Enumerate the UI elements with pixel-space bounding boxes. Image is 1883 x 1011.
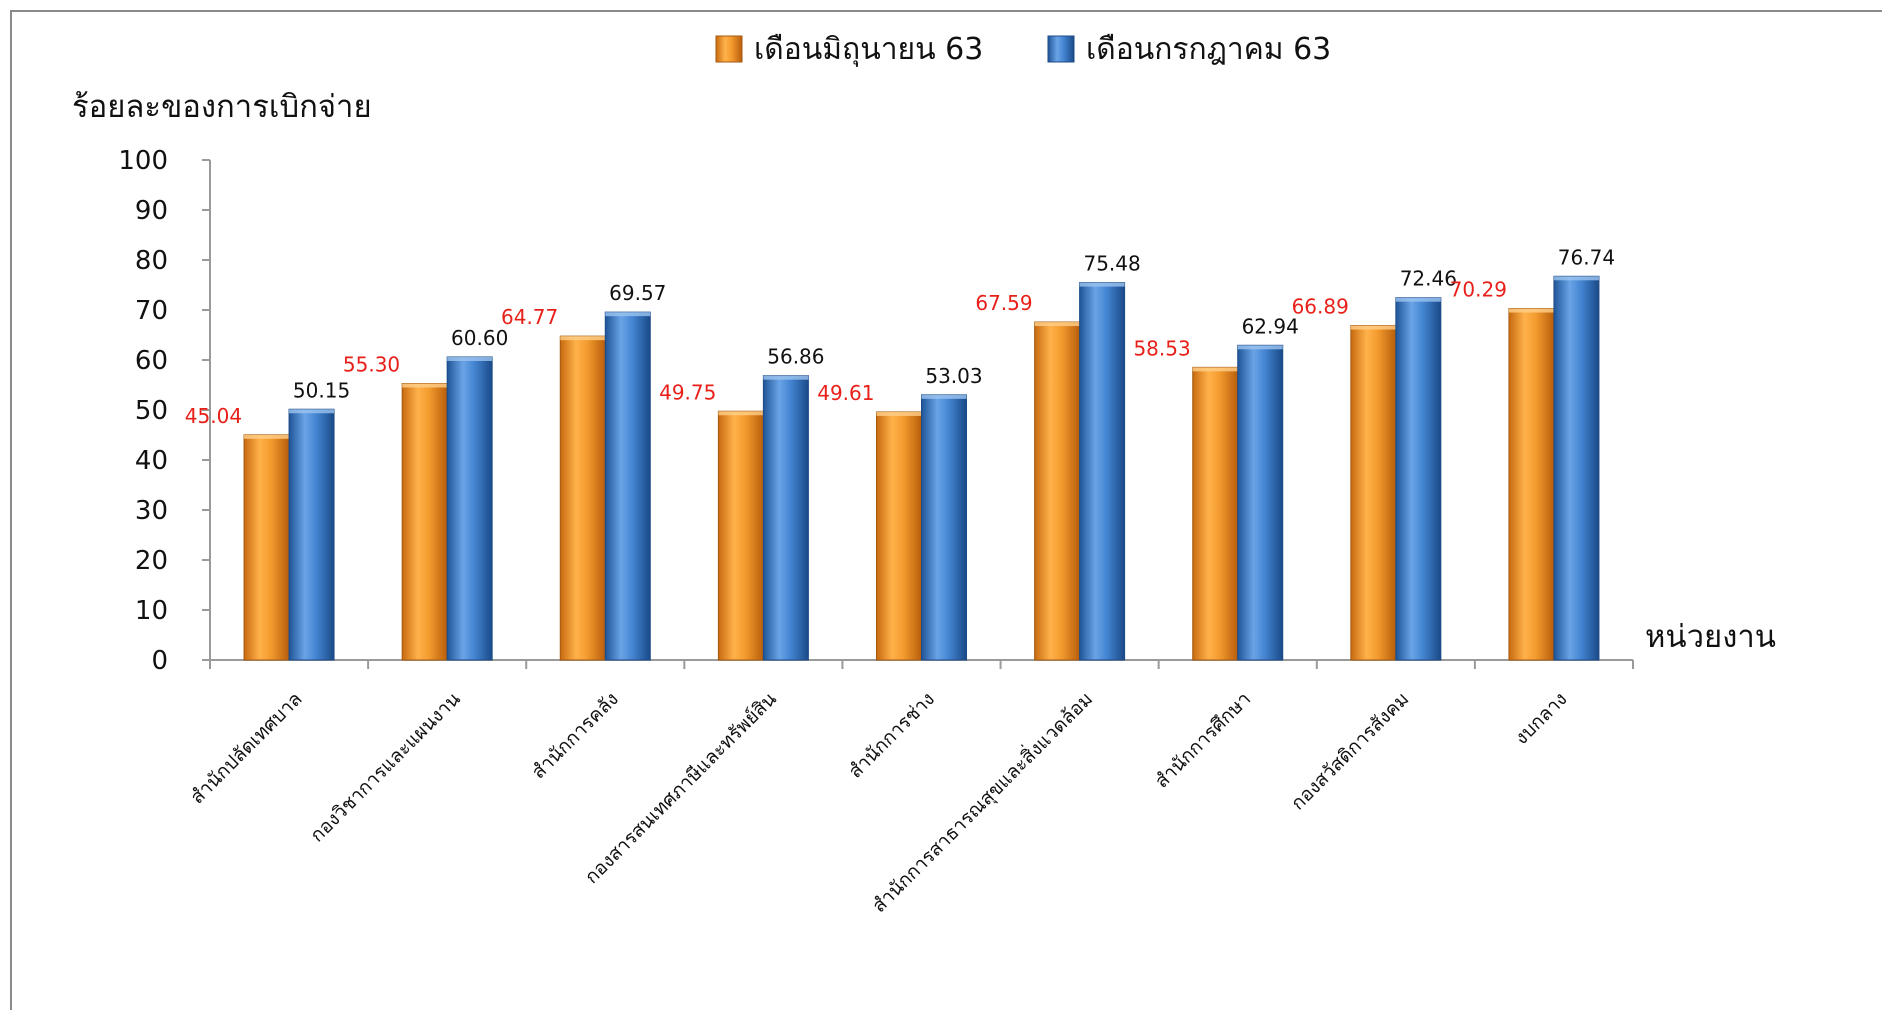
bars [243,275,1600,661]
legend-label-july: เดือนกรกฎาคม 63 [1086,32,1331,67]
bar-july-0 [288,408,335,661]
legend: เดือนมิถุนายน 63 เดือนกรกฎาคม 63 [715,32,1331,68]
value-label-june-3: 49.75 [659,380,716,404]
bar-cap [1079,282,1125,287]
value-label-june-2: 64.77 [501,305,558,329]
y-tick-label: 0 [151,646,168,676]
chart-frame [10,10,1882,1010]
bar-july-6 [1237,344,1284,661]
bar-june-5 [1034,321,1081,661]
value-label-july-8: 76.74 [1558,245,1615,269]
legend-label-june: เดือนมิถุนายน 63 [754,32,983,68]
bar-june-6 [1192,366,1239,661]
bar-july-3 [762,375,809,661]
value-label-july-7: 72.46 [1400,267,1457,291]
y-axis-title: ร้อยละของการเบิกจ่าย [72,89,372,125]
y-tick-label: 90 [135,196,168,226]
category-label-0: สำนักปลัดเทศบาล [186,688,306,808]
value-label-july-6: 62.94 [1242,314,1299,338]
y-tick-label: 70 [135,296,168,326]
bar-june-4 [876,411,922,661]
category-label-1: กองวิชาการและแผนงาน [306,688,465,847]
y-tick-label: 80 [135,246,168,276]
y-tick-label: 30 [135,496,168,526]
legend-swatch-july [1047,35,1075,63]
bar-cap [447,357,493,361]
bar-cap [402,383,448,388]
axis-ticks: 0 10 20 30 40 50 60 70 80 90 100 [118,146,1634,676]
value-label-june-1: 55.30 [343,353,400,377]
bar-cap [1034,322,1080,327]
bar-cap [1508,308,1554,313]
value-label-july-0: 50.15 [293,378,350,402]
bar-july-7 [1395,297,1442,661]
bar-july-8 [1553,275,1600,661]
bar-june-7 [1350,325,1397,661]
category-label-4: สำนักการช่าง [844,688,939,783]
category-label-7: กองสวัสดิการสังคม [1287,688,1413,814]
bar-cap [560,336,606,341]
bar-june-1 [401,383,448,661]
bar-june-3 [717,410,764,661]
bar-cap [605,312,651,317]
value-label-june-6: 58.53 [1133,336,1190,360]
bar-july-4 [921,394,967,661]
value-label-july-3: 56.86 [767,345,824,369]
bar-july-1 [446,356,493,661]
legend-swatch-june [715,35,743,63]
value-label-july-4: 53.03 [925,364,982,388]
category-label-2: สำนักการคลัง [528,688,623,783]
bar-july-5 [1079,282,1126,661]
bar-cap [718,411,764,416]
category-label-6: สำนักการศึกษา [1151,688,1256,793]
value-label-june-0: 45.04 [185,404,242,428]
y-tick-label: 20 [135,546,168,576]
category-labels: สำนักปลัดเทศบาล กองวิชาการและแผนงาน สำนักก… [186,686,1571,918]
bar-june-8 [1508,308,1555,661]
bar-cap [921,394,967,399]
bar-cap [876,411,922,416]
value-label-june-4: 49.61 [817,381,874,405]
value-label-june-7: 66.89 [1292,295,1349,319]
category-label-8: งบกลาง [1510,688,1571,749]
value-label-july-1: 60.60 [451,326,508,350]
y-tick-label: 50 [135,396,168,426]
bar-cap [1192,367,1238,372]
x-axis-title: หน่วยงาน [1645,619,1776,655]
value-label-june-5: 67.59 [975,291,1032,315]
y-tick-label: 60 [135,346,168,376]
bar-cap [289,409,335,414]
y-tick-label: 40 [135,446,168,476]
bar-june-0 [243,434,290,661]
category-label-3: กองสารสนเทศภาษีและทรัพย์สิน [581,688,781,888]
y-tick-label: 100 [118,146,168,176]
value-label-june-8: 70.29 [1450,278,1507,302]
y-tick-label: 10 [135,596,168,626]
bar-cap [1237,345,1283,350]
bar-june-2 [559,335,606,661]
bar-cap [244,434,290,439]
value-label-july-2: 69.57 [609,281,666,305]
bar-cap [1395,297,1441,302]
bar-cap [1553,276,1599,281]
value-label-july-5: 75.48 [1083,252,1140,276]
bar-cap [1350,325,1396,330]
bar-july-2 [604,311,651,661]
bar-cap [763,375,809,380]
